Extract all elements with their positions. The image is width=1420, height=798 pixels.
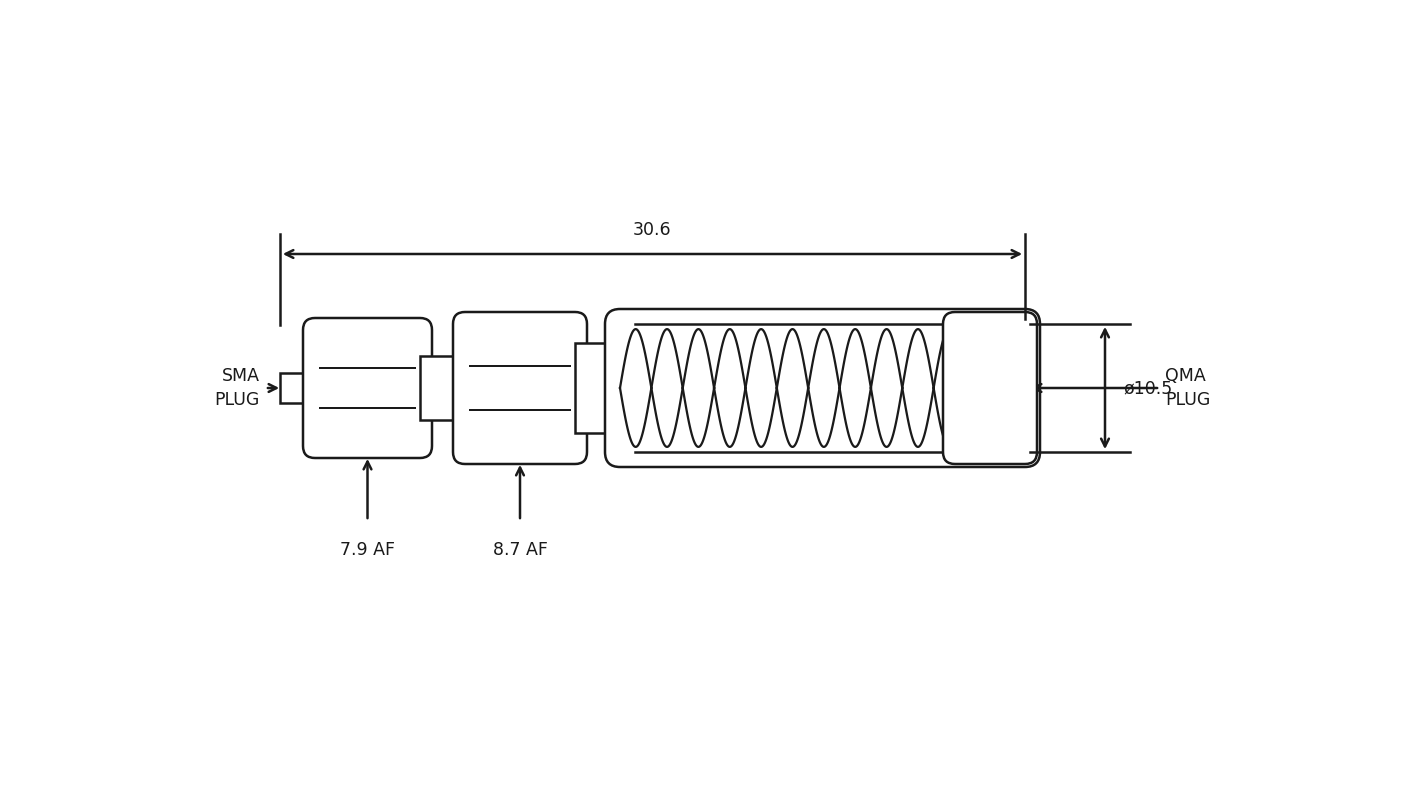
Text: 30.6: 30.6 [633,221,672,239]
FancyBboxPatch shape [302,318,432,458]
FancyBboxPatch shape [943,312,1037,464]
Bar [420,356,464,420]
Text: ø10.5: ø10.5 [1123,379,1173,397]
Bar [575,343,621,433]
Bar [280,373,315,403]
Text: 8.7 AF: 8.7 AF [493,541,548,559]
FancyBboxPatch shape [453,312,586,464]
Text: 7.9 AF: 7.9 AF [339,541,395,559]
FancyBboxPatch shape [605,309,1039,467]
Text: QMA
PLUG: QMA PLUG [1164,367,1210,409]
Text: SMA
PLUG: SMA PLUG [214,367,260,409]
